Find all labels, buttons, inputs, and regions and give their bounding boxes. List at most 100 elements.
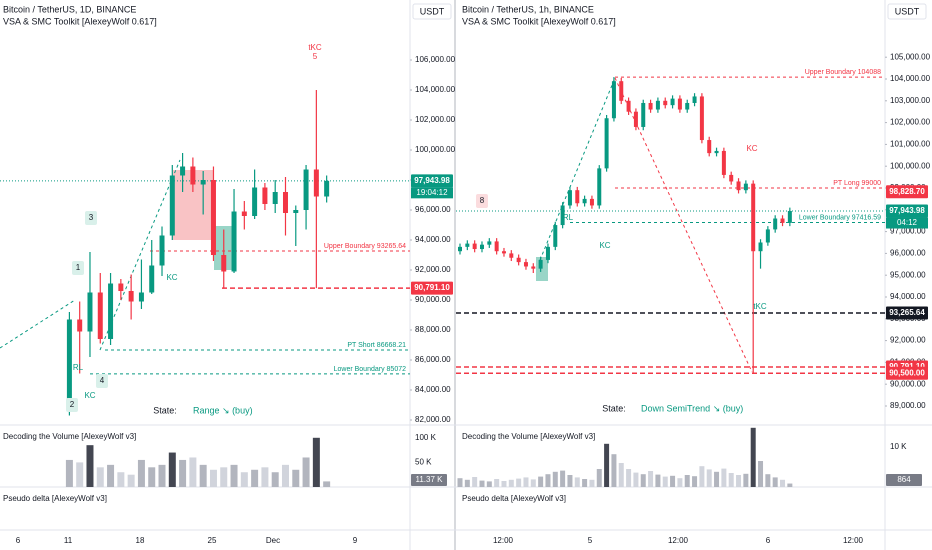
candle-body: [655, 100, 660, 110]
volume-bar: [692, 476, 698, 487]
pane-title: Pseudo delta [AlexeyWolf v3]: [3, 494, 107, 503]
candle-body: [293, 210, 299, 214]
volume-bar: [640, 474, 646, 487]
marker-box: [476, 194, 488, 208]
volume-bar: [684, 475, 690, 487]
y-tick-label: 92,000.00: [890, 336, 926, 345]
y-tick-label: 90,000.00: [415, 295, 451, 304]
volume-tick-label: 100 K: [415, 433, 437, 442]
candle-body: [648, 102, 653, 110]
state-label: State:: [602, 403, 626, 413]
candle-body: [87, 292, 93, 332]
x-tick-label: 12:00: [493, 536, 514, 545]
pane-title: Pseudo delta [AlexeyWolf v3]: [462, 494, 566, 503]
volume-tick-label: 50 K: [415, 458, 432, 467]
currency: USDT: [420, 6, 445, 16]
candle-body: [692, 96, 697, 103]
candle-body: [787, 211, 792, 223]
marker: 2: [70, 400, 75, 409]
candle-body: [77, 319, 83, 332]
candle-body: [128, 291, 134, 302]
level-label: Lower Boundary 85072: [334, 366, 406, 373]
candle-body: [545, 246, 550, 260]
volume-bar: [552, 471, 558, 487]
volume-bar: [706, 469, 712, 487]
candle-body: [149, 265, 155, 293]
marker: tKC: [308, 43, 322, 52]
candle-body: [641, 102, 646, 127]
candle-body: [663, 100, 668, 106]
volume-bar: [168, 452, 176, 487]
candle-body: [231, 211, 237, 272]
volume-bar: [611, 454, 617, 487]
y-tick-label: 96,000.00: [415, 205, 451, 214]
candle-body: [553, 225, 558, 247]
volume-bar: [787, 483, 793, 487]
marker: 3: [89, 213, 94, 222]
volume-bar: [251, 469, 259, 487]
candle-body: [97, 292, 103, 340]
price-tag-label: 97,943.98: [414, 176, 450, 185]
level-label: PT Long 99000: [833, 180, 881, 187]
volume-bar: [472, 477, 478, 487]
y-tick-label: 102,000.00: [890, 118, 931, 127]
volume-bar: [209, 469, 217, 487]
volume-bar: [65, 459, 73, 487]
volume-bar: [618, 463, 624, 487]
marker: KC: [599, 241, 610, 250]
volume-bar: [772, 477, 778, 487]
volume-bar: [464, 479, 470, 487]
y-tick-label: 103,000.00: [890, 96, 931, 105]
candle-body: [516, 257, 521, 263]
state: Range ↘ (buy): [193, 405, 253, 415]
candle-body: [108, 283, 114, 340]
volume-bar: [189, 457, 197, 487]
candle-body: [685, 102, 690, 110]
price-tag-label: 98,828.70: [889, 187, 925, 196]
y-tick-label: 94,000.00: [415, 235, 451, 244]
volume-bar: [677, 478, 683, 487]
volume-tick-label: 10 K: [890, 442, 907, 451]
candle-body: [765, 229, 770, 243]
price-tag-label: 90,791.10: [414, 283, 450, 292]
marker: tKC: [753, 302, 767, 311]
countdown: 04:12: [897, 218, 918, 227]
volume-bar: [137, 459, 145, 487]
volume-bar: [271, 472, 279, 487]
candle-body: [138, 292, 144, 302]
volume-bar: [281, 464, 289, 487]
volume-bar: [508, 479, 514, 487]
price-tag: [411, 281, 453, 295]
candle-body: [743, 183, 748, 191]
indicator-name: VSA & SMC Toolkit [AlexeyWolf 0.617]: [3, 16, 157, 26]
candle-body: [604, 118, 609, 169]
candle-body: [465, 243, 470, 247]
volume-tag: [886, 474, 922, 486]
volume-bar: [86, 445, 94, 487]
x-tick-label: 9: [353, 536, 358, 545]
y-tick-label: 102,000.00: [415, 115, 456, 124]
price-tag: [886, 306, 928, 320]
y-tick-label: 90,000.00: [890, 379, 926, 388]
candle-body: [721, 150, 726, 175]
y-tick-label: 101,000.00: [890, 140, 931, 149]
trend-line: [0, 299, 76, 349]
marker: 8: [480, 196, 485, 205]
candle-body: [221, 255, 227, 272]
x-tick-label: 11: [64, 536, 73, 545]
x-tick-label: 12:00: [843, 536, 864, 545]
candle-body: [699, 96, 704, 141]
price-tag: [886, 204, 928, 218]
pane-title: Decoding the Volume [AlexeyWolf v3]: [462, 432, 595, 441]
candle-body: [169, 175, 175, 236]
candle-body: [773, 218, 778, 230]
price-tag-label: 90,791.10: [889, 362, 925, 371]
volume-bar: [596, 469, 602, 487]
y-tick-label: 104,000.00: [415, 85, 456, 94]
candle-body: [509, 253, 514, 258]
y-tick-label: 89,000.00: [890, 401, 926, 410]
volume-bar: [648, 471, 654, 487]
candle-body: [159, 235, 165, 266]
